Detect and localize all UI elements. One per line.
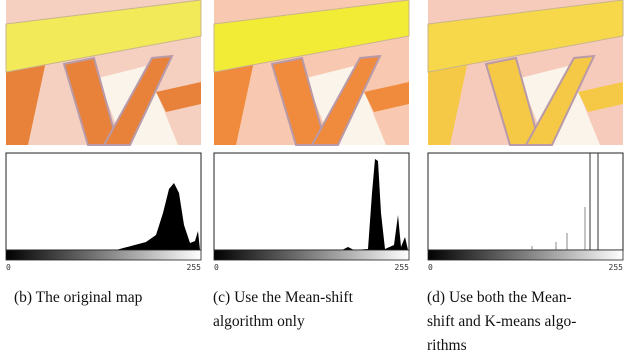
histogram: 0 255 xyxy=(428,153,623,272)
gray-scale-bar xyxy=(214,250,409,260)
gray-scale-bar xyxy=(6,250,201,260)
histogram-frame xyxy=(428,153,623,250)
caption-line: (b) The original map xyxy=(14,289,143,306)
caption-line: shift and K-means algo- xyxy=(427,313,576,330)
axis-max-label: 255 xyxy=(187,263,202,272)
histogram: 0 255 xyxy=(6,153,201,272)
caption-line: algorithm only xyxy=(213,313,305,330)
panel: 0 255 xyxy=(6,0,201,272)
map-image xyxy=(6,0,201,145)
axis-max-label: 255 xyxy=(395,263,410,272)
caption-line: (c) Use the Mean-shift xyxy=(213,289,354,306)
panel: 0 255 xyxy=(428,0,623,272)
caption-line: (d) Use both the Mean- xyxy=(427,289,572,306)
axis-min-label: 0 xyxy=(214,263,219,272)
map-image xyxy=(214,0,409,145)
map-image xyxy=(428,0,623,145)
panel: 0 255 xyxy=(214,0,409,272)
axis-min-label: 0 xyxy=(428,263,433,272)
histogram: 0 255 xyxy=(214,153,409,272)
axis-max-label: 255 xyxy=(609,263,624,272)
figure: 0 255 (b) The original map 0 255 (c) Use the … xyxy=(0,0,626,360)
caption-line: rithms xyxy=(427,337,467,354)
axis-min-label: 0 xyxy=(6,263,11,272)
gray-scale-bar xyxy=(428,250,623,260)
